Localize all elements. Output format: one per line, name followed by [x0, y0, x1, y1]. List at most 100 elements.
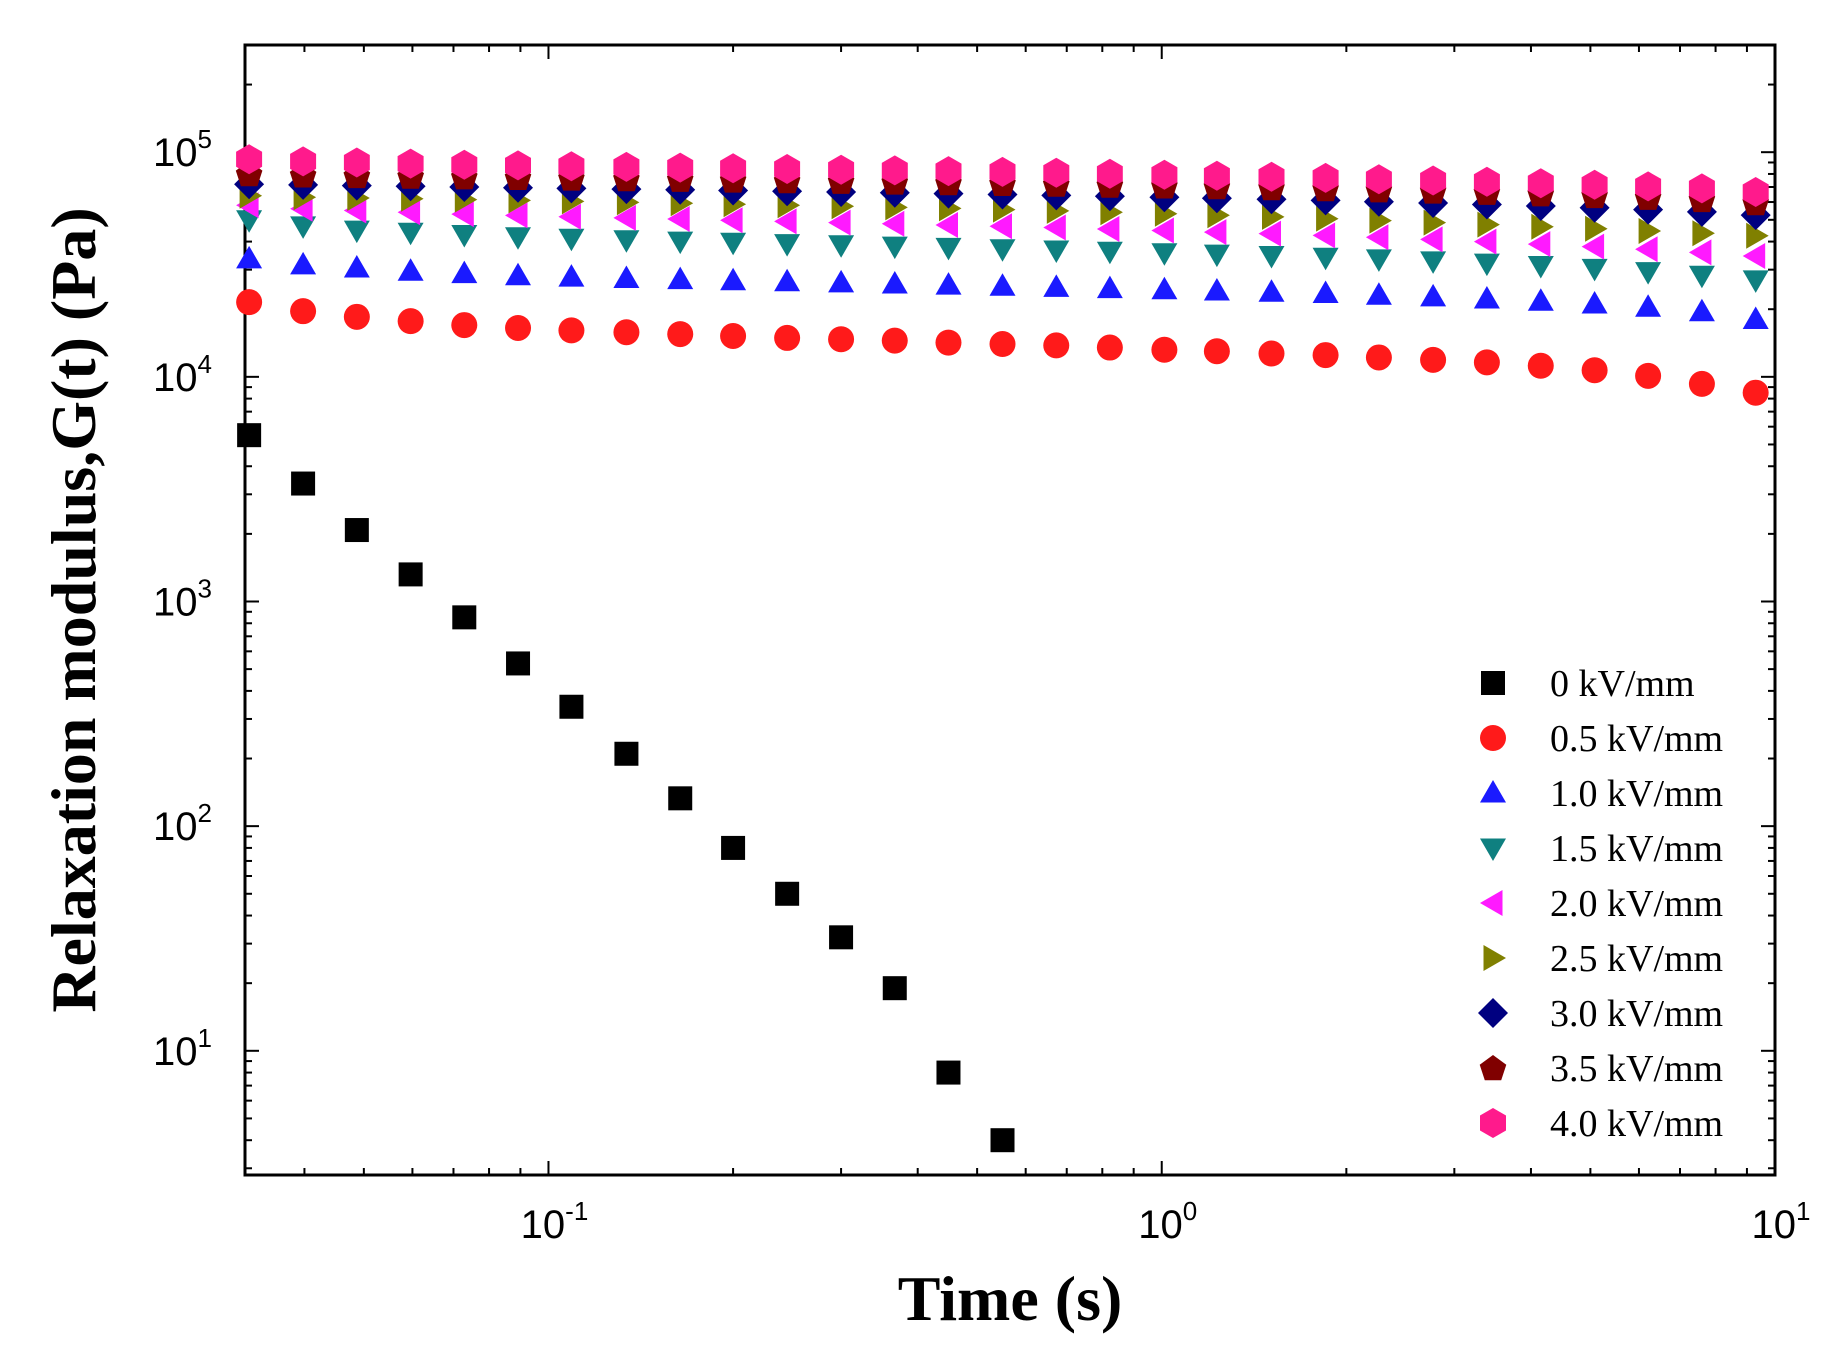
data-point [397, 258, 424, 281]
data-point [505, 314, 532, 341]
data-point [1258, 246, 1285, 269]
data-point [720, 267, 747, 291]
y-tick-label: 103 [153, 573, 212, 624]
data-point [989, 156, 1016, 187]
data-series [234, 144, 1771, 1153]
data-point [774, 154, 801, 184]
legend-label: 0.5 kV/mm [1550, 718, 1723, 760]
data-point [1420, 346, 1447, 373]
data-point [505, 150, 531, 181]
data-point [936, 1060, 961, 1085]
data-point [828, 269, 855, 293]
data-point [1635, 362, 1662, 389]
data-point [1420, 251, 1447, 274]
data-point [667, 231, 694, 255]
data-point [881, 271, 908, 294]
data-point [1420, 165, 1447, 196]
data-point [1635, 171, 1662, 202]
legend-item: 3.5 kV/mm [1479, 1048, 1723, 1090]
data-point [828, 326, 855, 353]
data-point [774, 208, 797, 235]
data-point [989, 239, 1016, 262]
data-point [1151, 243, 1178, 266]
data-point [1096, 216, 1120, 242]
data-point [1635, 236, 1658, 263]
legend-item: 0.5 kV/mm [1480, 718, 1723, 760]
data-point [1203, 338, 1230, 365]
data-point [291, 471, 316, 496]
data-point [613, 230, 640, 253]
y-tick-label: 105 [153, 124, 212, 175]
data-point [1420, 283, 1447, 307]
data-point [1527, 231, 1551, 257]
data-point [1581, 291, 1608, 314]
data-point [1203, 244, 1230, 268]
data-point [1043, 274, 1070, 297]
data-point [828, 235, 855, 258]
data-point [1365, 249, 1392, 272]
data-point [452, 605, 477, 630]
data-point [1473, 286, 1500, 309]
data-point [613, 319, 640, 346]
data-point [1527, 168, 1554, 199]
legend-marker [1483, 945, 1506, 971]
data-point [397, 148, 424, 179]
data-point [236, 289, 263, 316]
data-point [397, 222, 424, 246]
data-point [343, 220, 370, 244]
data-point [1369, 207, 1392, 234]
data-point [451, 312, 478, 339]
series-4-0-kv-mm [236, 144, 1769, 207]
data-point [1423, 209, 1447, 236]
data-point [1581, 357, 1608, 384]
data-point [990, 1128, 1015, 1153]
data-point [558, 151, 585, 182]
data-point [451, 149, 478, 180]
data-point [558, 203, 581, 230]
data-point [1151, 217, 1174, 244]
data-point [720, 153, 747, 184]
data-point [398, 562, 423, 587]
legend-item: 1.0 kV/mm [1480, 773, 1723, 815]
data-point [1312, 247, 1339, 271]
data-point [1473, 228, 1497, 255]
data-point [1527, 288, 1554, 311]
data-point [1581, 169, 1608, 200]
x-tick-label: 101 [1752, 1196, 1811, 1247]
data-point [236, 245, 263, 269]
data-point [935, 329, 962, 356]
data-point [343, 197, 367, 224]
legend-label: 1.5 kV/mm [1550, 828, 1723, 870]
data-point [614, 741, 639, 766]
data-point [343, 303, 370, 330]
data-point [935, 156, 962, 187]
data-point [989, 331, 1016, 358]
legend-item: 4.0 kV/mm [1480, 1103, 1723, 1145]
legend-item: 2.0 kV/mm [1480, 883, 1723, 925]
x-axis-title: Time (s) [898, 1263, 1123, 1334]
data-point [668, 786, 693, 811]
legend-label: 3.0 kV/mm [1550, 993, 1723, 1035]
legend-marker [1480, 1108, 1506, 1138]
data-point [1742, 379, 1769, 406]
data-point [989, 213, 1012, 240]
data-point [1316, 205, 1339, 232]
data-point [989, 273, 1016, 296]
data-point [1746, 222, 1769, 249]
data-point [1742, 270, 1769, 293]
data-point [1365, 282, 1392, 305]
legend-label: 3.5 kV/mm [1550, 1048, 1723, 1090]
data-point [882, 976, 907, 1001]
y-tick-label: 104 [153, 349, 212, 400]
data-point [1527, 256, 1554, 279]
data-point [1258, 279, 1285, 302]
data-point [1742, 306, 1769, 329]
y-tick-label: 102 [153, 798, 212, 849]
x-axis-ticks: 10-1 100 101 [303, 45, 1811, 1247]
data-point [1688, 173, 1715, 204]
data-point [1527, 352, 1554, 379]
data-point [1151, 336, 1178, 363]
data-point [558, 264, 585, 287]
data-point [613, 151, 640, 182]
